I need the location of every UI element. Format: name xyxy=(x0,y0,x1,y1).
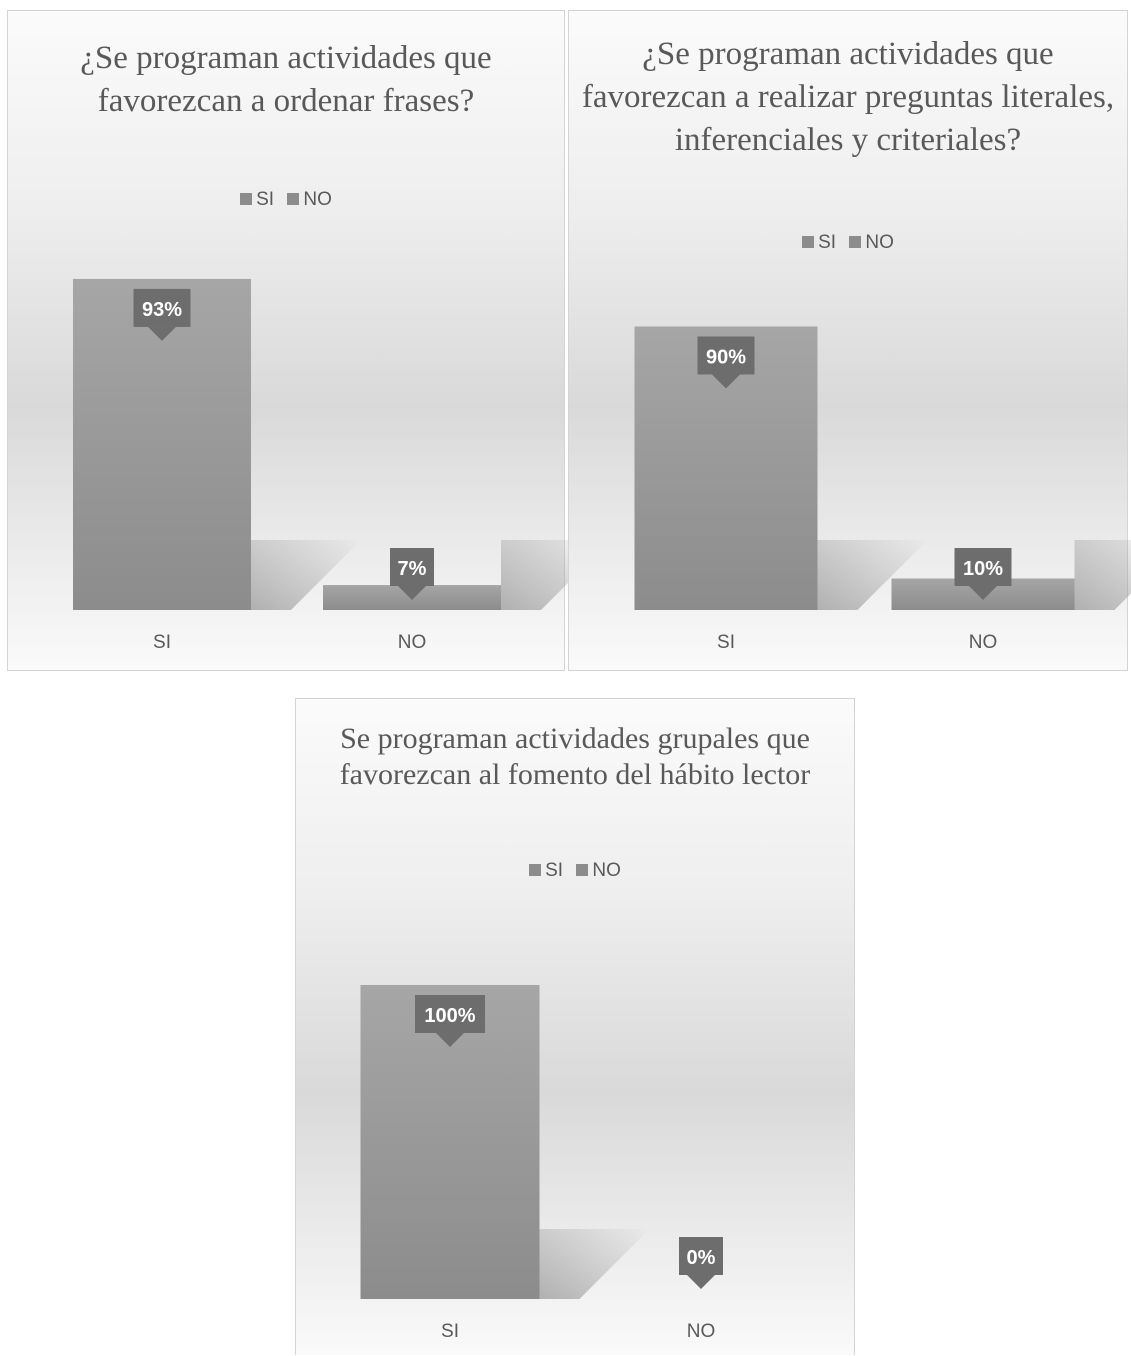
chart-panel-1: ¿Se programan actividades que favorezcan… xyxy=(7,10,565,671)
data-label: 7% xyxy=(398,558,427,580)
bar-shadow xyxy=(1075,540,1131,610)
category-label: NO xyxy=(687,1321,716,1342)
category-label: NO xyxy=(969,632,998,653)
plot-area: 90% SI 10% NO xyxy=(569,11,1129,672)
plot-area: 93% SI 7% NO xyxy=(8,11,566,672)
data-label: 90% xyxy=(706,347,746,369)
data-label-arrow xyxy=(687,1275,715,1289)
chart-panel-3: Se programan actividades grupales que fa… xyxy=(295,698,855,1355)
category-label: NO xyxy=(398,632,427,653)
bar-shadow xyxy=(540,1229,650,1299)
data-label: 93% xyxy=(142,299,182,321)
data-label: 10% xyxy=(963,558,1003,580)
category-label: SI xyxy=(441,1321,459,1342)
category-label: SI xyxy=(717,632,735,653)
data-label: 0% xyxy=(687,1247,716,1269)
chart-panel-2: ¿Se programan actividades que favorezcan… xyxy=(568,10,1128,671)
plot-area: 100% SI 0% NO xyxy=(296,699,856,1356)
data-label: 100% xyxy=(424,1005,475,1027)
category-label: SI xyxy=(153,632,171,653)
